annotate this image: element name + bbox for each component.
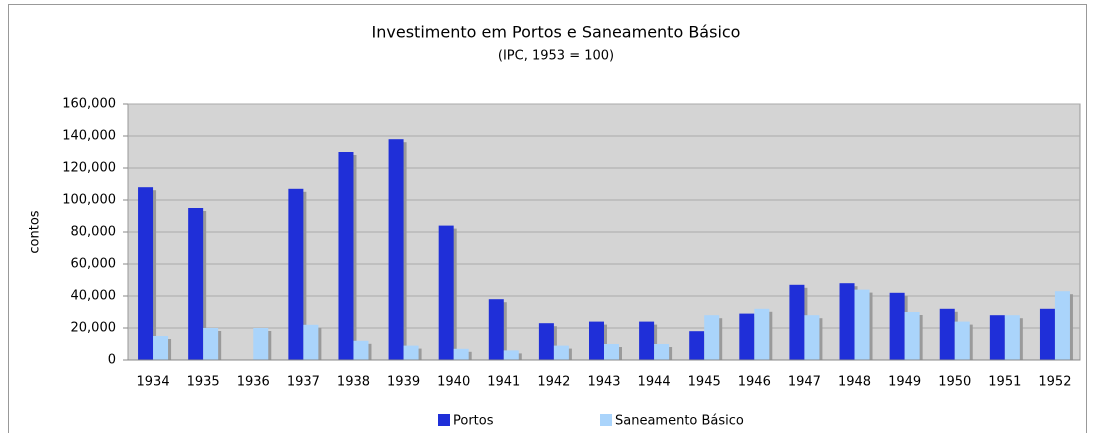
y-axis-label: contos <box>28 210 43 253</box>
x-tick-label: 1941 <box>487 375 520 390</box>
bar <box>503 350 519 360</box>
bar <box>954 321 970 360</box>
bar <box>403 345 419 360</box>
bar <box>989 315 1005 360</box>
bar <box>1054 291 1070 360</box>
bar <box>804 315 820 360</box>
bar <box>789 284 805 360</box>
bar <box>839 283 855 360</box>
bar <box>889 292 905 360</box>
chart-title: Investimento em Portos e Saneamento Bási… <box>372 23 741 42</box>
bar <box>689 331 705 360</box>
legend-label: Saneamento Básico <box>615 414 744 429</box>
y-tick-label: 40,000 <box>71 289 117 304</box>
x-tick-label: 1934 <box>137 375 170 390</box>
bar <box>604 344 619 360</box>
legend-label: Portos <box>453 414 494 429</box>
bar <box>438 225 454 360</box>
bar <box>754 308 770 360</box>
x-tick-label: 1939 <box>387 375 420 390</box>
bar <box>1039 308 1055 360</box>
bar <box>639 321 655 360</box>
bar <box>538 323 554 360</box>
bar <box>704 315 720 360</box>
bar <box>589 321 604 360</box>
bar <box>303 324 319 360</box>
x-tick-label: 1949 <box>888 375 921 390</box>
bar <box>153 336 169 360</box>
legend-swatch <box>600 414 612 426</box>
y-tick-label: 60,000 <box>71 257 117 272</box>
bar <box>203 328 219 360</box>
y-tick-label: 120,000 <box>62 161 116 176</box>
x-tick-label: 1936 <box>237 375 270 390</box>
y-tick-label: 0 <box>108 353 116 368</box>
x-tick-label: 1946 <box>738 375 771 390</box>
x-tick-label: 1937 <box>287 375 320 390</box>
bar <box>338 152 354 360</box>
bar <box>453 348 469 360</box>
legend-swatch <box>438 414 450 426</box>
y-tick-label: 140,000 <box>62 129 116 144</box>
bar <box>388 139 404 360</box>
x-tick-label: 1944 <box>638 375 671 390</box>
y-tick-label: 100,000 <box>62 193 116 208</box>
y-tick-label: 20,000 <box>71 321 117 336</box>
bar <box>553 345 569 360</box>
chart-subtitle: (IPC, 1953 = 100) <box>498 49 614 64</box>
x-tick-label: 1950 <box>938 375 971 390</box>
bar <box>939 308 955 360</box>
x-tick-label: 1935 <box>187 375 220 390</box>
y-tick-label: 160,000 <box>62 97 116 112</box>
bar <box>188 208 204 360</box>
y-tick-label: 80,000 <box>71 225 117 240</box>
bar <box>739 313 755 360</box>
bar <box>253 328 269 360</box>
bar <box>854 289 870 360</box>
x-tick-label: 1940 <box>437 375 470 390</box>
bar <box>138 187 154 360</box>
x-tick-label: 1945 <box>688 375 721 390</box>
bar <box>353 340 369 360</box>
x-tick-label: 1951 <box>988 375 1021 390</box>
bar <box>1004 315 1020 360</box>
bar <box>904 312 920 360</box>
x-tick-label: 1947 <box>788 375 821 390</box>
x-tick-label: 1948 <box>838 375 871 390</box>
x-tick-label: 1952 <box>1038 375 1071 390</box>
x-tick-label: 1943 <box>587 375 620 390</box>
bar <box>288 188 304 360</box>
x-tick-label: 1938 <box>337 375 370 390</box>
bar <box>654 344 670 360</box>
x-tick-label: 1942 <box>537 375 570 390</box>
bar <box>488 299 504 360</box>
